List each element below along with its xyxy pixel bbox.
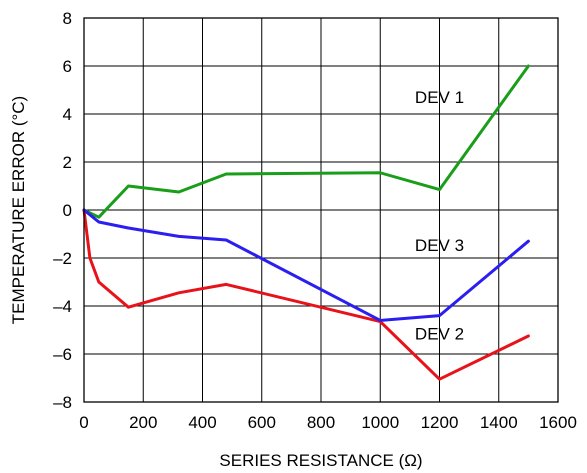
y-tick-label: 0 [63, 201, 72, 220]
series-label-dev-2: DEV 2 [415, 325, 464, 344]
x-tick-label: 1200 [421, 413, 459, 432]
x-tick-label: 600 [248, 413, 276, 432]
series-line-dev-1 [82, 64, 530, 219]
series-layer [82, 64, 530, 381]
y-axis-title: TEMPERATURE ERROR (°C) [9, 96, 28, 324]
x-tick-label: 1600 [539, 413, 577, 432]
series-line-dev-3 [82, 208, 530, 322]
grid [84, 18, 558, 402]
series-label-dev-1: DEV 1 [415, 88, 464, 107]
series-line-dev-2 [82, 208, 530, 381]
y-tick-label: 4 [63, 105, 72, 124]
x-tick-label: 800 [307, 413, 335, 432]
y-tick-label: –2 [53, 249, 72, 268]
x-tick-label: 200 [129, 413, 157, 432]
x-tick-label: 400 [188, 413, 216, 432]
x-tick-label: 0 [79, 413, 88, 432]
y-tick-label: –4 [53, 297, 72, 316]
x-tick-label: 1000 [361, 413, 399, 432]
y-tick-label: 6 [63, 57, 72, 76]
x-axis-tick-labels: 0 200 400 600 800 1000 1200 1400 1600 [79, 413, 577, 432]
y-tick-label: 8 [63, 9, 72, 28]
y-tick-label: –8 [53, 393, 72, 412]
y-tick-label: –6 [53, 345, 72, 364]
series-label-dev-3: DEV 3 [415, 236, 464, 255]
series-labels: DEV 1 DEV 2 DEV 3 [415, 88, 464, 343]
plot-frame [83, 17, 559, 403]
y-tick-label: 2 [63, 153, 72, 172]
x-axis-title: SERIES RESISTANCE (Ω) [219, 451, 422, 470]
y-axis-tick-labels: –8 –6 –4 –2 0 2 4 6 8 [53, 9, 72, 412]
x-tick-label: 1400 [480, 413, 518, 432]
